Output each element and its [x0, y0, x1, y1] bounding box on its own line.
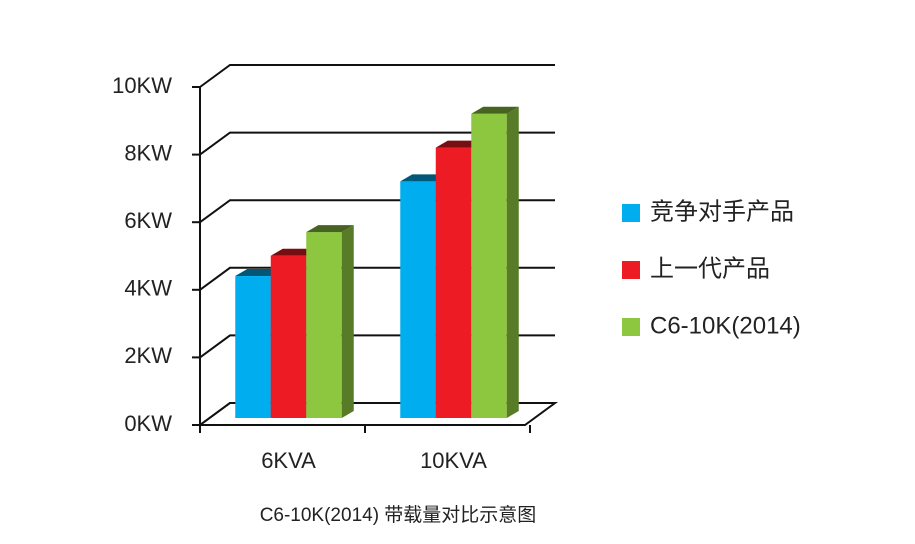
y-tick-label: 2KW: [124, 343, 172, 368]
bar-front: [435, 147, 472, 418]
bar-front: [235, 276, 271, 418]
chart-title: C6-10K(2014) 带载量对比示意图: [260, 504, 537, 526]
bar-front: [471, 113, 507, 419]
y-tick-label: 0KW: [124, 411, 172, 436]
y-tick-label: 8KW: [124, 140, 172, 165]
y-tick-label: 6KW: [124, 208, 172, 233]
x-tick-label: 6KVA: [261, 448, 316, 473]
legend-swatch: [622, 261, 640, 279]
bar: [306, 225, 354, 418]
bar-side: [506, 106, 519, 419]
legend-swatch: [622, 204, 640, 222]
legend-label: 上一代产品: [650, 255, 770, 282]
grid-line: [199, 64, 555, 88]
y-tick-label: 4KW: [124, 276, 172, 301]
x-tick-label: 10KVA: [420, 448, 487, 473]
bar-top: [471, 106, 519, 114]
bar-side: [341, 225, 354, 418]
legend-label: C6-10K(2014): [650, 312, 801, 339]
bar: [471, 106, 519, 419]
legend-label: 竞争对手产品: [650, 198, 794, 225]
bar-top: [306, 225, 354, 233]
y-tick-label: 10KW: [112, 73, 172, 98]
legend-swatch: [622, 318, 640, 336]
bar-front: [270, 255, 307, 418]
grid-line: [199, 131, 555, 156]
bar-front: [400, 181, 436, 418]
bar-front: [306, 232, 342, 418]
